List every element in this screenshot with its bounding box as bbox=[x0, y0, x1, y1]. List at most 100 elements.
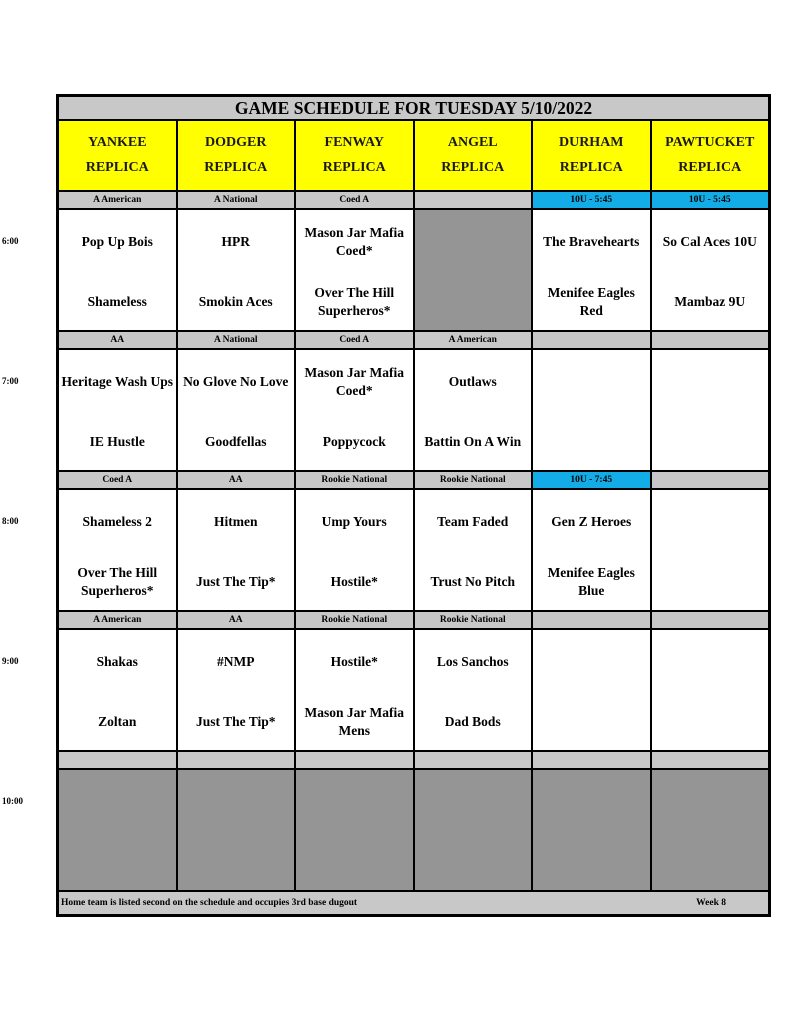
home-team bbox=[654, 420, 767, 464]
home-team: Mambaz 9U bbox=[674, 294, 746, 309]
division-label: 10U - 5:45 bbox=[651, 192, 768, 208]
page-title: GAME SCHEDULE FOR TUESDAY 5/10/2022 bbox=[59, 97, 768, 119]
home-team: Battin On A Win bbox=[424, 434, 522, 449]
game-cell: Outlaws Battin On A Win bbox=[414, 350, 531, 470]
division-label: A American bbox=[59, 612, 176, 628]
time-label: 8:00 bbox=[2, 516, 19, 526]
game-cell: Team Faded Trust No Pitch bbox=[414, 490, 531, 610]
home-team: Trust No Pitch bbox=[430, 574, 516, 589]
home-team: Zoltan bbox=[98, 714, 137, 729]
game-cell: 9:00 Shakas Zoltan bbox=[2, 630, 176, 750]
away-team: Shameless 2 bbox=[82, 514, 152, 529]
division-label bbox=[533, 752, 650, 768]
away-team: Los Sanchos bbox=[436, 654, 509, 669]
game-cell bbox=[651, 490, 768, 610]
division-label bbox=[651, 612, 768, 628]
division-label: 10U - 5:45 bbox=[533, 192, 650, 208]
division-label: AA bbox=[59, 332, 176, 348]
away-team: So Cal Aces 10U bbox=[662, 234, 757, 249]
division-label: Rookie National bbox=[296, 612, 413, 628]
unused-slot bbox=[177, 770, 294, 890]
field-subtitle: REPLICA bbox=[85, 160, 149, 175]
away-team: Outlaws bbox=[448, 374, 497, 389]
home-team: Goodfellas bbox=[204, 434, 267, 449]
home-team bbox=[535, 420, 648, 464]
division-label bbox=[177, 752, 294, 768]
field-name: ANGEL bbox=[447, 135, 498, 150]
time-label: 7:00 bbox=[2, 376, 19, 386]
game-cell: So Cal Aces 10U Mambaz 9U bbox=[651, 210, 768, 330]
field-header: YANKEE REPLICA bbox=[59, 121, 176, 190]
time-label: 10:00 bbox=[2, 796, 23, 806]
home-team bbox=[654, 700, 767, 744]
game-cell: The Bravehearts Menifee Eagles Red bbox=[533, 210, 650, 330]
home-team: Menifee Eagles Red bbox=[547, 285, 635, 318]
unused-slot: 10:00 bbox=[2, 770, 176, 890]
footer-note: Home team is listed second on the schedu… bbox=[61, 898, 358, 908]
division-label: Rookie National bbox=[296, 472, 413, 488]
field-header: DURHAM REPLICA bbox=[533, 121, 650, 190]
division-label: A National bbox=[177, 192, 294, 208]
away-team: No Glove No Love bbox=[183, 374, 289, 389]
away-team bbox=[654, 500, 767, 544]
division-label bbox=[651, 332, 768, 348]
away-team: Mason Jar Mafia Coed* bbox=[304, 225, 405, 258]
away-team: Heritage Wash Ups bbox=[61, 374, 173, 389]
unused-slot bbox=[414, 210, 531, 330]
away-team: HPR bbox=[221, 234, 251, 249]
home-team bbox=[654, 560, 767, 604]
time-label: 9:00 bbox=[2, 656, 19, 666]
away-team: Mason Jar Mafia Coed* bbox=[304, 365, 405, 398]
field-header: PAWTUCKET REPLICA bbox=[651, 121, 768, 190]
field-name: DODGER bbox=[205, 135, 267, 150]
game-cell bbox=[651, 350, 768, 470]
field-subtitle: REPLICA bbox=[204, 160, 268, 175]
field-header: ANGEL REPLICA bbox=[414, 121, 531, 190]
game-cell: 6:00 Pop Up Bois Shameless bbox=[2, 210, 176, 330]
home-team: Poppycock bbox=[322, 434, 386, 449]
home-team: Smokin Aces bbox=[198, 294, 273, 309]
division-label: Coed A bbox=[296, 332, 413, 348]
division-label: A National bbox=[177, 332, 294, 348]
game-cell: Hitmen Just The Tip* bbox=[177, 490, 294, 610]
field-subtitle: REPLICA bbox=[678, 160, 742, 175]
field-name: PAWTUCKET bbox=[665, 135, 755, 150]
field-name: DURHAM bbox=[558, 135, 624, 150]
away-team: The Bravehearts bbox=[543, 234, 640, 249]
game-cell: Gen Z Heroes Menifee Eagles Blue bbox=[533, 490, 650, 610]
away-team: Gen Z Heroes bbox=[551, 514, 632, 529]
division-label: Rookie National bbox=[414, 472, 531, 488]
away-team bbox=[535, 640, 648, 684]
unused-slot bbox=[651, 770, 768, 890]
division-label: Coed A bbox=[296, 192, 413, 208]
game-cell: Hostile* Mason Jar Mafia Mens bbox=[296, 630, 413, 750]
game-cell bbox=[533, 350, 650, 470]
division-label: AA bbox=[177, 612, 294, 628]
home-team: Shameless bbox=[87, 294, 147, 309]
division-label bbox=[533, 612, 650, 628]
home-team: Menifee Eagles Blue bbox=[547, 565, 635, 598]
away-team bbox=[654, 360, 767, 404]
home-team: Hostile* bbox=[330, 574, 378, 589]
game-cell: HPR Smokin Aces bbox=[177, 210, 294, 330]
division-label bbox=[414, 752, 531, 768]
unused-slot bbox=[414, 770, 531, 890]
away-team: Shakas bbox=[96, 654, 138, 669]
division-label: Coed A bbox=[59, 472, 176, 488]
home-team: IE Hustle bbox=[89, 434, 145, 449]
division-label: A American bbox=[59, 192, 176, 208]
game-cell: Mason Jar Mafia Coed* Poppycock bbox=[296, 350, 413, 470]
game-cell: Ump Yours Hostile* bbox=[296, 490, 413, 610]
division-label bbox=[651, 752, 768, 768]
schedule-table: GAME SCHEDULE FOR TUESDAY 5/10/2022 YANK… bbox=[2, 94, 771, 917]
division-label: A American bbox=[414, 332, 531, 348]
unused-slot bbox=[533, 770, 650, 890]
home-team: Just The Tip* bbox=[195, 714, 276, 729]
away-team: #NMP bbox=[217, 654, 255, 669]
division-label: AA bbox=[177, 472, 294, 488]
game-cell: Los Sanchos Dad Bods bbox=[414, 630, 531, 750]
division-label: Rookie National bbox=[414, 612, 531, 628]
game-cell bbox=[533, 630, 650, 750]
unused-slot bbox=[296, 770, 413, 890]
division-label bbox=[414, 192, 531, 208]
